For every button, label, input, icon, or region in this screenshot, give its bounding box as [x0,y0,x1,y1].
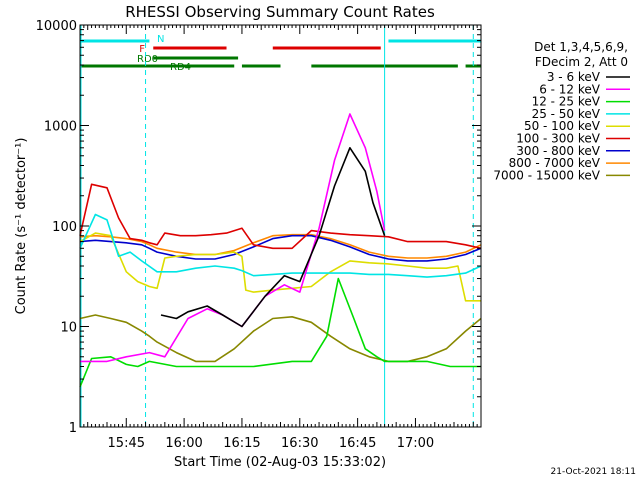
legend-header-line-1: Det 1,3,4,5,6,9, [534,40,628,54]
legend-entry-label: 800 - 7000 keV [509,156,601,170]
y-tick-label: 100 [52,220,77,235]
legend-entry-label: 300 - 800 keV [516,144,600,158]
x-tick-label: 16:15 [223,436,260,451]
y-tick-label: 1000 [44,120,77,135]
legend-entry-label: 3 - 6 keV [547,70,601,84]
flag-bar-label: N [157,34,164,45]
series-line [160,147,386,328]
y-tick-label: 1 [69,421,77,436]
series-line [79,233,482,259]
legend-entry-label: 12 - 25 keV [532,95,601,109]
y-tick-label: 10 [60,321,77,336]
x-tick-label: 17:00 [397,436,434,451]
series-lines [79,113,482,388]
series-line [79,277,481,388]
legend-entry-label: 7000 - 15000 keV [493,168,600,182]
chart-title: RHESSI Observing Summary Count Rates [125,3,435,21]
legend: Det 1,3,4,5,6,9, FDecim 2, Att 0 3 - 6 k… [493,40,630,182]
plot-frame [79,24,482,428]
series-line [79,232,481,302]
legend-entry-label: 6 - 12 keV [539,82,601,96]
series-line [79,234,482,262]
footer-timestamp: 21-Oct-2021 18:11 [551,467,636,477]
y-axis-label: Count Rate (s⁻¹ detector⁻¹) [14,138,29,315]
flag-bar-label: RD4 [170,62,191,73]
mode-change-lines [80,25,474,427]
legend-entry-label: 50 - 100 keV [524,119,601,133]
axis-ticks: 1 10 100 1000 10000 15:45 16:00 16:15 16:30 16:45… [36,19,482,451]
legend-entry-label: 25 - 50 keV [532,107,601,121]
flag-bar-label: RD0 [137,54,158,65]
series-line [79,183,482,250]
series-line [79,213,482,278]
flag-bar-label: F [139,44,145,55]
legend-entry-label: 100 - 300 keV [516,132,600,146]
y-tick-label: 10000 [36,19,77,34]
x-tick-label: 15:45 [108,436,145,451]
legend-header-line-2: FDecim 2, Att 0 [535,55,628,69]
series-line [80,113,386,363]
x-tick-label: 16:00 [165,436,202,451]
x-axis-label: Start Time (02-Aug-03 15:33:02) [174,455,386,470]
x-tick-label: 16:45 [339,436,376,451]
axes [79,24,482,428]
x-tick-label: 16:30 [281,436,318,451]
